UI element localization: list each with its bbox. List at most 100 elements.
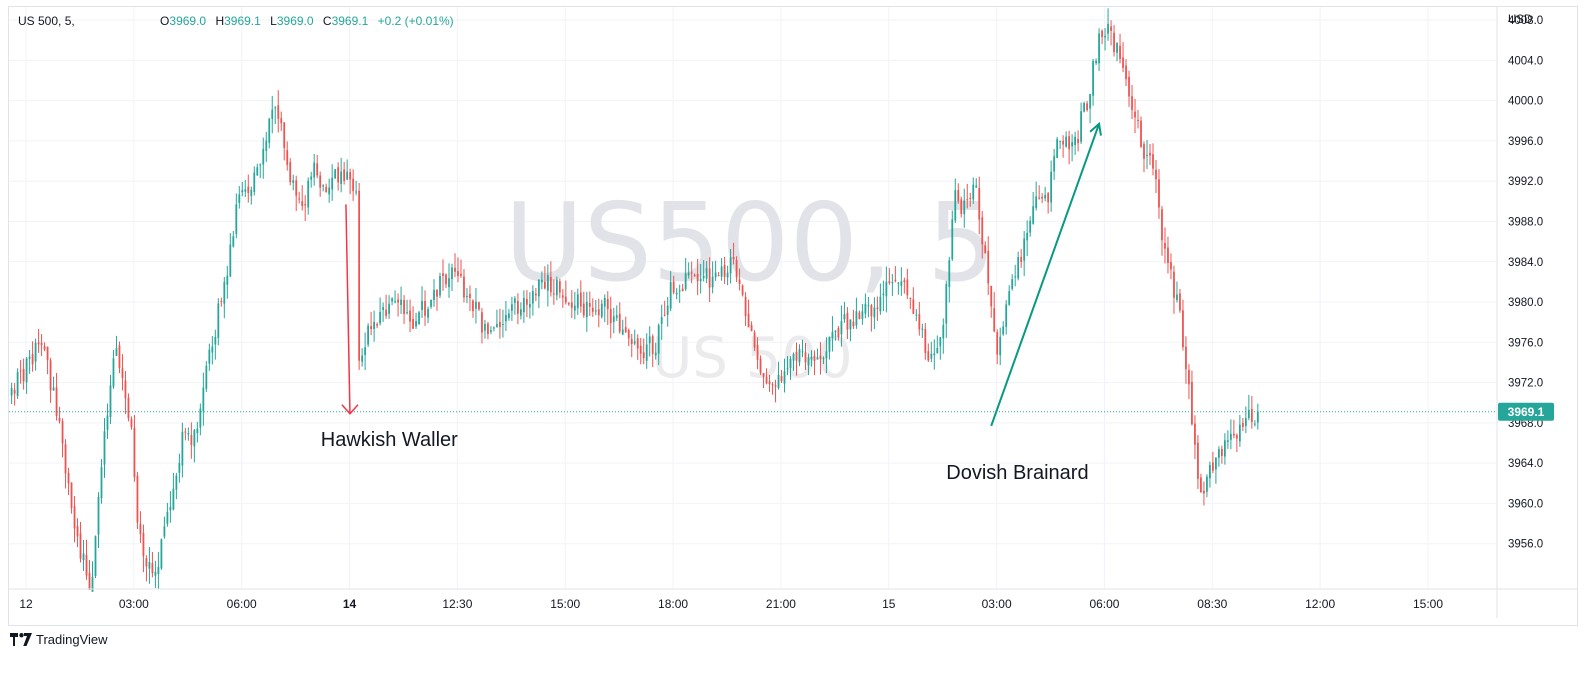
candle-body [639, 345, 642, 354]
candle-body [1068, 136, 1071, 150]
candle-body [403, 299, 405, 314]
chart-frame[interactable] [8, 6, 1578, 626]
candle-body [660, 317, 663, 324]
candle-body [151, 563, 154, 574]
candle-body [1212, 462, 1214, 471]
candle-body [849, 319, 852, 330]
candle-body [894, 279, 897, 282]
candle-body [612, 316, 615, 323]
candle-body [564, 296, 567, 303]
candle-body [753, 332, 756, 348]
candle-body [1137, 120, 1139, 122]
watermark-name: US 500 [651, 326, 852, 391]
candle-body [247, 186, 250, 194]
candle-body [771, 384, 774, 386]
candle-body [286, 150, 289, 165]
candle-body [954, 190, 957, 221]
hawkish-annotation-label[interactable]: Hawkish Waller [321, 429, 458, 451]
candle-body [100, 467, 103, 499]
candle-body [1164, 242, 1166, 249]
candle-body [1107, 23, 1109, 34]
candle-body [651, 336, 654, 354]
candle-body [415, 321, 417, 327]
candle-body [885, 281, 888, 297]
candle-body [25, 358, 28, 383]
y-tick-label: 3984.0 [1508, 257, 1543, 269]
candle-body [1140, 120, 1142, 147]
candle-body [265, 140, 268, 151]
candle-body [370, 326, 373, 330]
candle-body [394, 301, 396, 303]
y-tick-label: 3988.0 [1508, 216, 1543, 228]
candle-body [528, 303, 531, 308]
candle-body [681, 288, 684, 291]
candle-body [777, 374, 780, 388]
candle-body [585, 301, 588, 318]
candle-body [795, 351, 798, 361]
candle-body [519, 309, 522, 316]
candle-body [241, 190, 244, 193]
candle-body [714, 272, 717, 278]
candle-body [582, 303, 585, 316]
candle-body [648, 336, 651, 344]
candle-body [166, 511, 169, 524]
symbol-label[interactable]: US 500, 5, [18, 14, 75, 28]
candle-body [133, 427, 136, 478]
candle-body [1191, 381, 1193, 425]
candle-body [493, 327, 495, 329]
candle-body [13, 389, 16, 394]
candle-body [337, 167, 340, 183]
candle-body [454, 267, 456, 272]
candle-body [825, 351, 828, 359]
watermark-symbol: US500, 5 [504, 181, 995, 306]
candle-body [858, 312, 861, 320]
x-tick-label: 12 [19, 597, 33, 611]
candle-body [897, 282, 900, 284]
candle-body [918, 314, 921, 330]
candle-body [277, 105, 280, 119]
candle-body [397, 299, 399, 303]
candle-body [936, 348, 939, 354]
candle-body [1050, 171, 1053, 203]
candle-body [1244, 418, 1247, 426]
candle-body [511, 304, 513, 311]
candle-body [37, 342, 40, 345]
last-price-tag[interactable] [1498, 402, 1554, 421]
currency-unit-label[interactable]: USD [1508, 14, 1532, 26]
last-price-tag-label: 3969.1 [1508, 405, 1545, 419]
candle-body [451, 267, 453, 280]
x-tick-label: 15:00 [550, 597, 580, 611]
candle-body [340, 171, 343, 184]
candle-body [229, 244, 232, 277]
candle-body [912, 299, 915, 314]
y-tick-label: 3964.0 [1508, 458, 1543, 470]
candle-body [606, 299, 609, 310]
candle-body [82, 553, 85, 561]
footer-branding[interactable]: TradingView [10, 632, 108, 647]
candle-body [1023, 238, 1026, 261]
candle-body [118, 345, 121, 368]
candle-body [1223, 440, 1226, 457]
candle-body [900, 281, 903, 286]
candle-body [163, 526, 166, 537]
candle-body [463, 276, 465, 298]
candle-body [699, 278, 702, 282]
dovish-annotation-label[interactable]: Dovish Brainard [946, 462, 1088, 484]
candle-body [418, 312, 420, 324]
candle-body [1143, 144, 1145, 159]
y-tick-label: 4008.0 [1508, 15, 1543, 27]
x-tick-label: 15 [882, 597, 896, 611]
candle-body [1158, 179, 1160, 208]
candle-body [295, 180, 298, 196]
candle-body [750, 324, 753, 332]
candle-body [1086, 103, 1088, 111]
hawkish-arrow-head [341, 404, 359, 415]
candle-body [801, 351, 804, 353]
candle-body [1220, 449, 1223, 456]
candle-body [981, 217, 984, 245]
candle-body [531, 290, 534, 304]
candle-body [540, 279, 543, 283]
candle-body [85, 554, 88, 576]
candle-body [810, 356, 813, 360]
